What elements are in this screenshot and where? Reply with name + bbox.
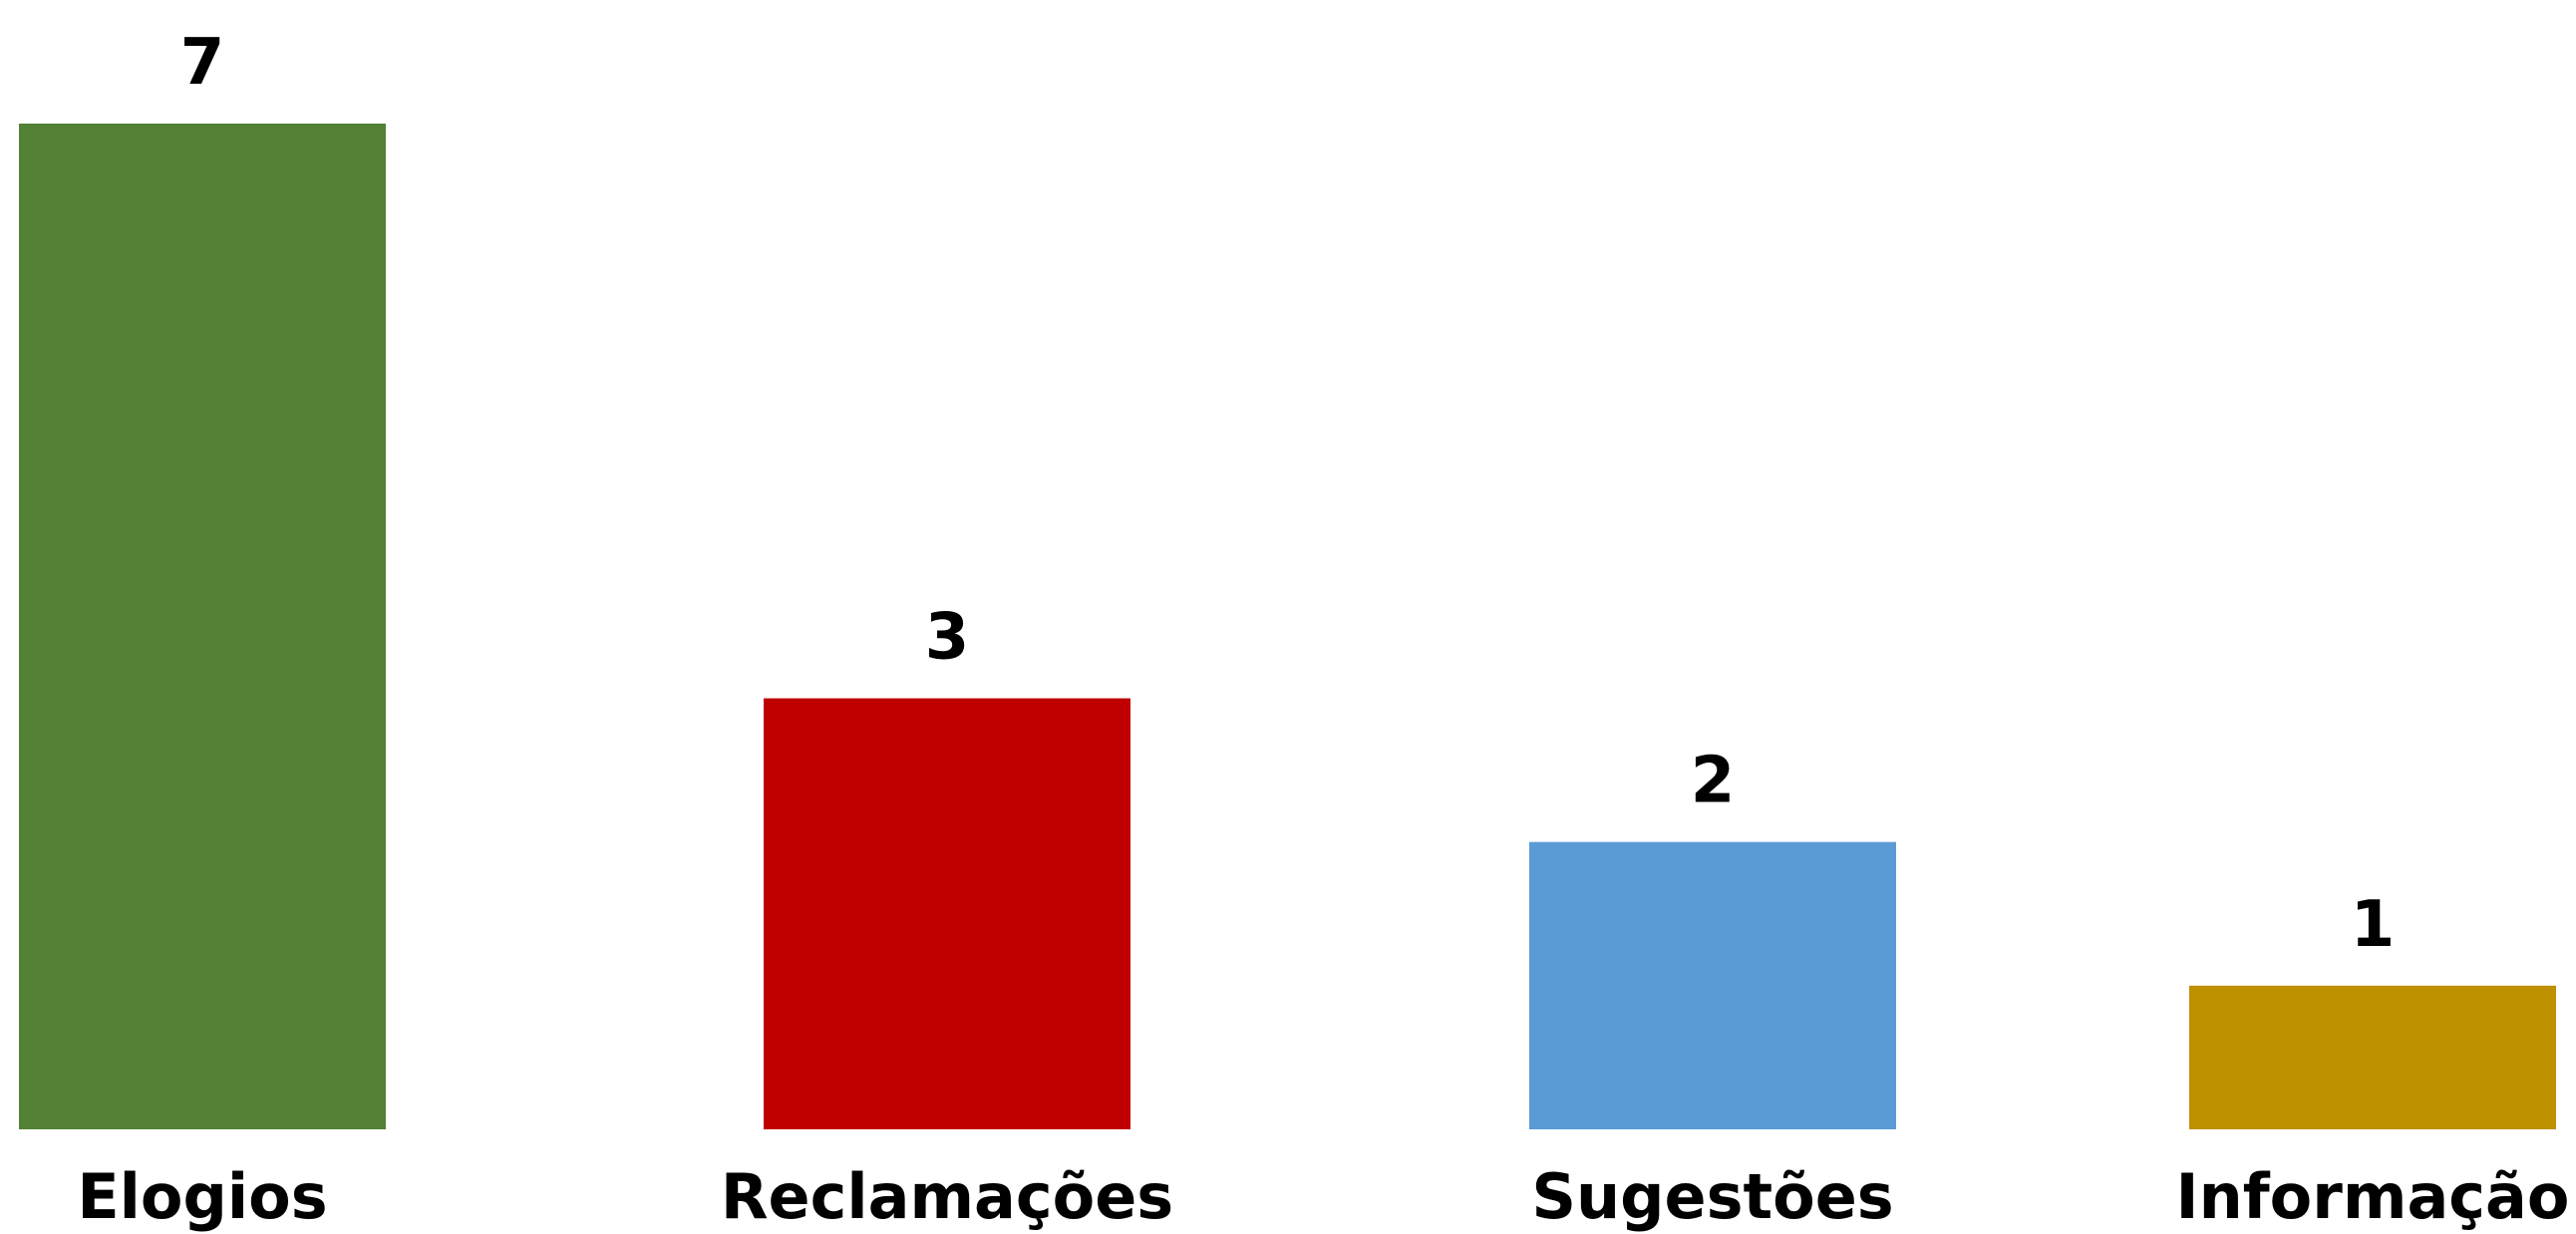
bar-sugestoes xyxy=(1529,841,1896,1129)
value-label-sugestoes: 2 xyxy=(1691,745,1736,818)
bar-informacao xyxy=(2189,985,2556,1129)
category-label-sugestoes: Sugestões xyxy=(1531,1160,1893,1233)
value-label-elogios: 7 xyxy=(180,26,225,100)
value-labels-group: 7 3 2 1 xyxy=(180,26,2396,962)
value-label-informacao: 1 xyxy=(2351,888,2396,962)
bar-elogios xyxy=(19,124,386,1129)
category-labels-group: Elogios Reclamações Sugestões Informação xyxy=(77,1160,2569,1233)
bar-reclamacoes xyxy=(764,698,1130,1129)
category-label-elogios: Elogios xyxy=(77,1160,327,1233)
value-label-reclamacoes: 3 xyxy=(925,601,970,675)
category-label-reclamacoes: Reclamações xyxy=(721,1160,1173,1233)
bars-group xyxy=(19,124,2556,1129)
category-label-informacao: Informação xyxy=(2176,1160,2570,1233)
